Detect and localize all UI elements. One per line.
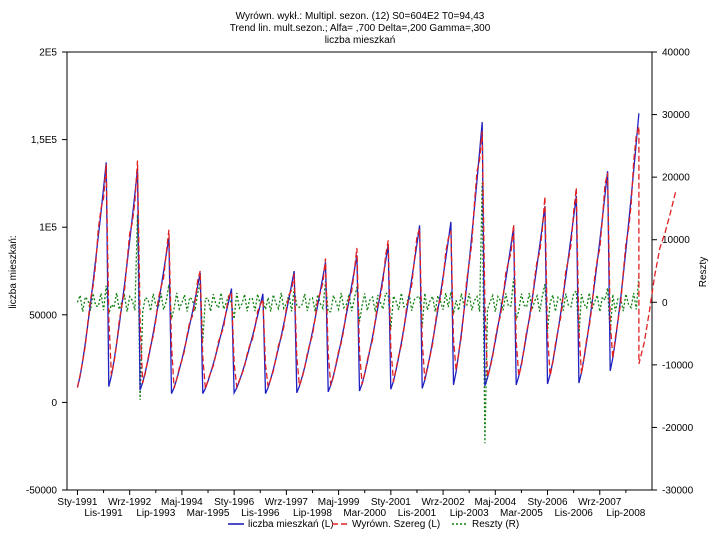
right-tick-label: -20000 bbox=[662, 423, 694, 434]
x-tick-label: Lip-2008 bbox=[606, 508, 645, 519]
right-tick-label: 40000 bbox=[662, 48, 690, 59]
legend-label: Wyrówn. Szereg (L) bbox=[352, 519, 440, 530]
x-tick-label: Lis-1991 bbox=[84, 508, 123, 519]
chart-title-line-3: liczba mieszkań bbox=[325, 35, 396, 46]
x-tick-label: Lip-1998 bbox=[293, 508, 332, 519]
x-tick-label: Wrz-1992 bbox=[108, 497, 152, 508]
x-tick-label: Maj-1999 bbox=[318, 497, 360, 508]
x-tick-label: Maj-1994 bbox=[161, 497, 203, 508]
left-tick-label: -50000 bbox=[26, 486, 58, 497]
right-axis-title: Reszty bbox=[698, 257, 709, 288]
left-tick-label: 2E5 bbox=[39, 48, 57, 59]
x-tick-label: Mar-1995 bbox=[187, 508, 230, 519]
x-tick-label: Lis-1996 bbox=[241, 508, 280, 519]
x-tick-label: Lis-2006 bbox=[554, 508, 593, 519]
series-wyrown-szereg-line bbox=[76, 126, 677, 389]
x-tick-label: Sty-1996 bbox=[214, 497, 254, 508]
series-reszty-line bbox=[76, 182, 640, 444]
x-tick-label: Maj-2004 bbox=[474, 497, 516, 508]
right-tick-label: -30000 bbox=[662, 486, 694, 497]
right-tick-label: -10000 bbox=[662, 360, 694, 371]
x-tick-label: Lip-1993 bbox=[136, 508, 175, 519]
x-tick-label: Mar-2005 bbox=[500, 508, 543, 519]
chart-title-line-2: Trend lin. mult.sezon.; Alfa= ,700 Delta… bbox=[230, 23, 491, 34]
right-tick-label: 10000 bbox=[662, 235, 690, 246]
x-tick-label: Lis-2001 bbox=[398, 508, 437, 519]
left-tick-label: 50000 bbox=[29, 310, 57, 321]
x-tick-label: Mar-2000 bbox=[343, 508, 386, 519]
plot-frame bbox=[66, 51, 653, 491]
left-axis-title: liczba mieszkań: bbox=[8, 235, 19, 308]
x-tick-label: Wrz-2007 bbox=[578, 497, 622, 508]
right-tick-label: 20000 bbox=[662, 173, 690, 184]
x-tick-label: Wrz-1997 bbox=[265, 497, 309, 508]
left-tick-label: 0 bbox=[51, 398, 57, 409]
legend-label: liczba mieszkań (L) bbox=[248, 519, 334, 530]
left-tick-label: 1E5 bbox=[39, 223, 57, 234]
x-tick-label: Lip-2003 bbox=[450, 508, 489, 519]
x-tick-label: Wrz-2002 bbox=[421, 497, 465, 508]
right-tick-label: 0 bbox=[662, 298, 668, 309]
x-tick-label: Sty-1991 bbox=[57, 497, 97, 508]
x-tick-label: Sty-2001 bbox=[371, 497, 411, 508]
chart-title-line-1: Wyrówn. wykł.: Multipl. sezon. (12) S0=6… bbox=[236, 11, 485, 22]
right-tick-label: 30000 bbox=[662, 110, 690, 121]
legend-label: Reszty (R) bbox=[472, 519, 519, 530]
x-tick-label: Sty-2006 bbox=[528, 497, 568, 508]
left-tick-label: 1,5E5 bbox=[31, 135, 58, 146]
